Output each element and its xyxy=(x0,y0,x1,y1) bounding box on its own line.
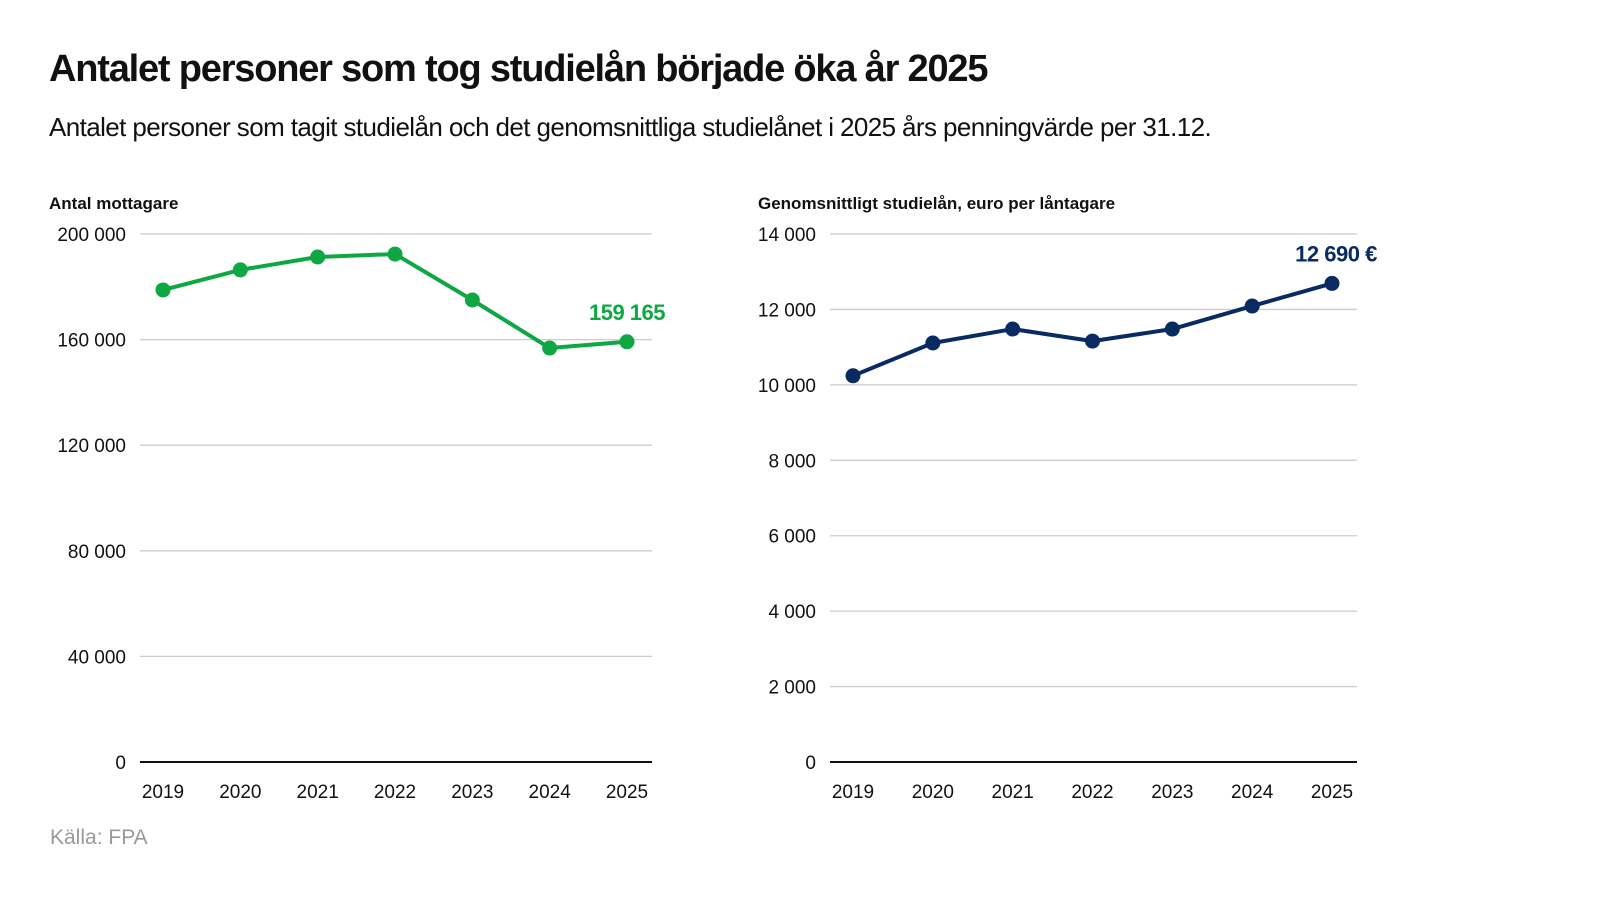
y-tick-label: 40 000 xyxy=(68,647,126,668)
y-tick-label: 6 000 xyxy=(768,527,816,548)
y-axis-label: Genomsnittligt studielån, euro per lånta… xyxy=(758,194,1115,213)
y-tick-label: 2 000 xyxy=(768,678,816,699)
data-point xyxy=(925,335,941,351)
x-tick-label: 2019 xyxy=(832,782,874,803)
data-point xyxy=(387,246,403,262)
data-point xyxy=(1244,298,1260,314)
y-tick-label: 8 000 xyxy=(768,451,816,472)
y-tick-label: 0 xyxy=(805,753,816,774)
data-point xyxy=(1164,321,1180,337)
data-point xyxy=(1085,333,1100,349)
x-tick-label: 2021 xyxy=(297,782,339,803)
data-point xyxy=(310,249,326,265)
y-tick-label: 160 000 xyxy=(57,331,126,352)
data-point xyxy=(464,292,480,308)
data-label: 159 165 xyxy=(589,300,665,325)
data-point xyxy=(155,282,171,298)
x-tick-label: 2021 xyxy=(992,782,1034,803)
y-axis-label: Antal mottagare xyxy=(49,194,178,213)
x-tick-label: 2024 xyxy=(529,782,572,803)
y-tick-label: 4 000 xyxy=(768,602,816,623)
y-tick-label: 120 000 xyxy=(57,436,126,457)
x-tick-label: 2022 xyxy=(1071,782,1113,803)
x-tick-label: 2022 xyxy=(374,782,416,803)
data-point xyxy=(619,334,635,350)
y-tick-label: 200 000 xyxy=(57,225,126,246)
data-point xyxy=(232,262,248,278)
data-point xyxy=(1324,275,1340,291)
y-tick-label: 80 000 xyxy=(68,542,126,563)
y-tick-label: 12 000 xyxy=(758,300,816,321)
chart-title: Antalet personer som tog studielån börja… xyxy=(49,48,988,90)
x-tick-label: 2025 xyxy=(1311,782,1353,803)
x-tick-label: 2024 xyxy=(1231,782,1274,803)
y-tick-label: 14 000 xyxy=(758,225,816,246)
chart-subtitle: Antalet personer som tagit studielån och… xyxy=(49,112,1212,142)
x-tick-label: 2019 xyxy=(142,782,184,803)
x-tick-label: 2020 xyxy=(219,782,261,803)
y-tick-label: 0 xyxy=(115,753,126,774)
source-note: Källa: FPA xyxy=(50,826,148,849)
x-tick-label: 2023 xyxy=(451,782,493,803)
series-line xyxy=(852,281,1333,378)
data-label: 12 690 € xyxy=(1295,241,1377,266)
x-tick-label: 2025 xyxy=(606,782,648,803)
y-tick-label: 10 000 xyxy=(758,376,816,397)
x-tick-label: 2023 xyxy=(1151,782,1193,803)
data-point xyxy=(1005,321,1021,337)
series-line xyxy=(162,252,628,351)
data-point xyxy=(845,368,861,384)
data-point xyxy=(542,340,558,356)
x-tick-label: 2020 xyxy=(912,782,954,803)
